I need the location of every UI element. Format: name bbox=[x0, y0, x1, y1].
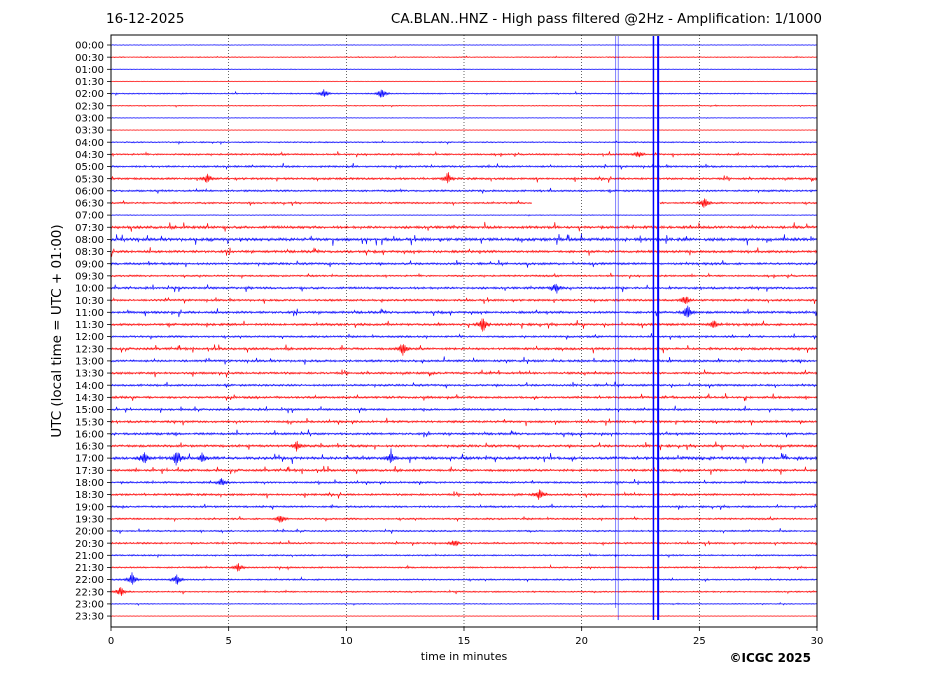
y-tick-label-04:00: 04:00 bbox=[75, 138, 104, 149]
trace-13:30 bbox=[110, 369, 817, 378]
trace-02:30 bbox=[110, 104, 817, 108]
y-tick-label-23:30: 23:30 bbox=[75, 612, 104, 623]
y-tick-label-12:30: 12:30 bbox=[75, 344, 104, 355]
y-tick-label-19:30: 19:30 bbox=[75, 514, 104, 525]
x-axis-label: time in minutes bbox=[420, 650, 508, 663]
y-tick-label-10:30: 10:30 bbox=[75, 296, 104, 307]
y-tick-label-14:00: 14:00 bbox=[75, 381, 104, 392]
y-tick-label-17:30: 17:30 bbox=[75, 466, 104, 477]
trace-17:30 bbox=[110, 465, 817, 475]
plot-title: CA.BLAN..HNZ - High pass filtered @2Hz -… bbox=[390, 11, 822, 27]
y-tick-label-20:00: 20:00 bbox=[75, 527, 104, 538]
trace-14:00 bbox=[110, 381, 817, 389]
y-tick-label-09:00: 09:00 bbox=[75, 259, 104, 270]
y-tick-label-21:30: 21:30 bbox=[75, 563, 104, 574]
trace-07:00 bbox=[110, 213, 817, 217]
y-tick-label-07:30: 07:30 bbox=[75, 223, 104, 234]
y-tick-label-16:30: 16:30 bbox=[75, 442, 104, 453]
trace-05:00 bbox=[110, 162, 817, 170]
y-tick-label-08:00: 08:00 bbox=[75, 235, 104, 246]
y-tick-label-11:30: 11:30 bbox=[75, 320, 104, 331]
y-tick-label-07:00: 07:00 bbox=[75, 211, 104, 222]
y-tick-label-13:30: 13:30 bbox=[75, 369, 104, 380]
x-axis: 0 5 10 15 20 25 30 bbox=[108, 627, 824, 647]
x-tick-label-25: 25 bbox=[693, 636, 706, 647]
x-tick-label-10: 10 bbox=[340, 636, 353, 647]
trace-18:30 bbox=[110, 489, 817, 500]
y-tick-label-09:30: 09:30 bbox=[75, 271, 104, 282]
x-tick-label-5: 5 bbox=[225, 636, 231, 647]
trace-13:00 bbox=[110, 356, 817, 365]
x-tick-label-20: 20 bbox=[575, 636, 588, 647]
trace-23:30 bbox=[110, 615, 817, 617]
y-tick-label-02:00: 02:00 bbox=[75, 89, 104, 100]
y-tick-label-00:00: 00:00 bbox=[75, 41, 104, 52]
y-tick-label-22:30: 22:30 bbox=[75, 587, 104, 598]
x-tick-label-15: 15 bbox=[458, 636, 471, 647]
trace-layer bbox=[110, 36, 817, 621]
y-tick-label-20:30: 20:30 bbox=[75, 539, 104, 550]
trace-05:30 bbox=[110, 172, 817, 184]
y-tick-label-01:30: 01:30 bbox=[75, 77, 104, 88]
trace-02:00 bbox=[110, 89, 817, 98]
y-tick-label-03:30: 03:30 bbox=[75, 126, 104, 137]
trace-04:30 bbox=[110, 150, 817, 158]
grid-layer bbox=[228, 35, 700, 627]
copyright-text: ©ICGC 2025 bbox=[729, 651, 811, 665]
y-axis-label: UTC (local time = UTC + 01:00) bbox=[49, 224, 65, 438]
y-tick-label-14:30: 14:30 bbox=[75, 393, 104, 404]
trace-04:00 bbox=[110, 139, 817, 146]
trace-15:30 bbox=[110, 417, 817, 427]
y-tick-label-06:30: 06:30 bbox=[75, 199, 104, 210]
trace-22:00 bbox=[110, 572, 817, 585]
trace-10:00 bbox=[110, 283, 817, 294]
y-tick-label-11:00: 11:00 bbox=[75, 308, 104, 319]
trace-01:30 bbox=[110, 80, 817, 83]
y-tick-label-06:00: 06:00 bbox=[75, 186, 104, 197]
y-tick-label-02:30: 02:30 bbox=[75, 101, 104, 112]
trace-14:30 bbox=[110, 393, 817, 402]
trace-17:00 bbox=[110, 448, 817, 466]
trace-07:30 bbox=[110, 221, 817, 232]
y-tick-label-05:30: 05:30 bbox=[75, 174, 104, 185]
x-tick-label-30: 30 bbox=[811, 636, 824, 647]
trace-06:00 bbox=[110, 187, 817, 194]
y-tick-label-19:00: 19:00 bbox=[75, 502, 104, 513]
y-tick-label-13:00: 13:00 bbox=[75, 357, 104, 368]
y-tick-label-05:00: 05:00 bbox=[75, 162, 104, 173]
y-tick-label-21:00: 21:00 bbox=[75, 551, 104, 562]
plot-date: 16-12-2025 bbox=[106, 11, 185, 27]
y-tick-label-08:30: 08:30 bbox=[75, 247, 104, 258]
trace-16:30 bbox=[110, 440, 817, 452]
trace-06:30 bbox=[110, 198, 817, 208]
y-tick-label-00:30: 00:30 bbox=[75, 53, 104, 64]
plot-frame bbox=[110, 34, 818, 628]
y-tick-label-01:00: 01:00 bbox=[75, 65, 104, 76]
y-tick-label-15:30: 15:30 bbox=[75, 417, 104, 428]
y-tick-label-12:00: 12:00 bbox=[75, 332, 104, 343]
y-tick-label-16:00: 16:00 bbox=[75, 429, 104, 440]
y-tick-label-04:30: 04:30 bbox=[75, 150, 104, 161]
y-tick-label-18:30: 18:30 bbox=[75, 490, 104, 501]
y-tick-label-10:00: 10:00 bbox=[75, 284, 104, 295]
y-tick-label-18:00: 18:00 bbox=[75, 478, 104, 489]
trace-21:30 bbox=[110, 563, 817, 572]
y-tick-label-15:00: 15:00 bbox=[75, 405, 104, 416]
trace-18:00 bbox=[110, 478, 817, 486]
y-tick-label-23:00: 23:00 bbox=[75, 600, 104, 611]
y-tick-label-22:00: 22:00 bbox=[75, 575, 104, 586]
trace-23:00 bbox=[110, 601, 817, 607]
x-tick-label-0: 0 bbox=[108, 636, 114, 647]
trace-16:00 bbox=[110, 429, 817, 438]
trace-03:30 bbox=[110, 129, 817, 131]
y-tick-label-03:00: 03:00 bbox=[75, 114, 104, 125]
trace-15:00 bbox=[110, 405, 817, 414]
y-tick-label-17:00: 17:00 bbox=[75, 454, 104, 465]
trace-22:30 bbox=[110, 587, 817, 597]
trace-03:00 bbox=[110, 117, 817, 119]
